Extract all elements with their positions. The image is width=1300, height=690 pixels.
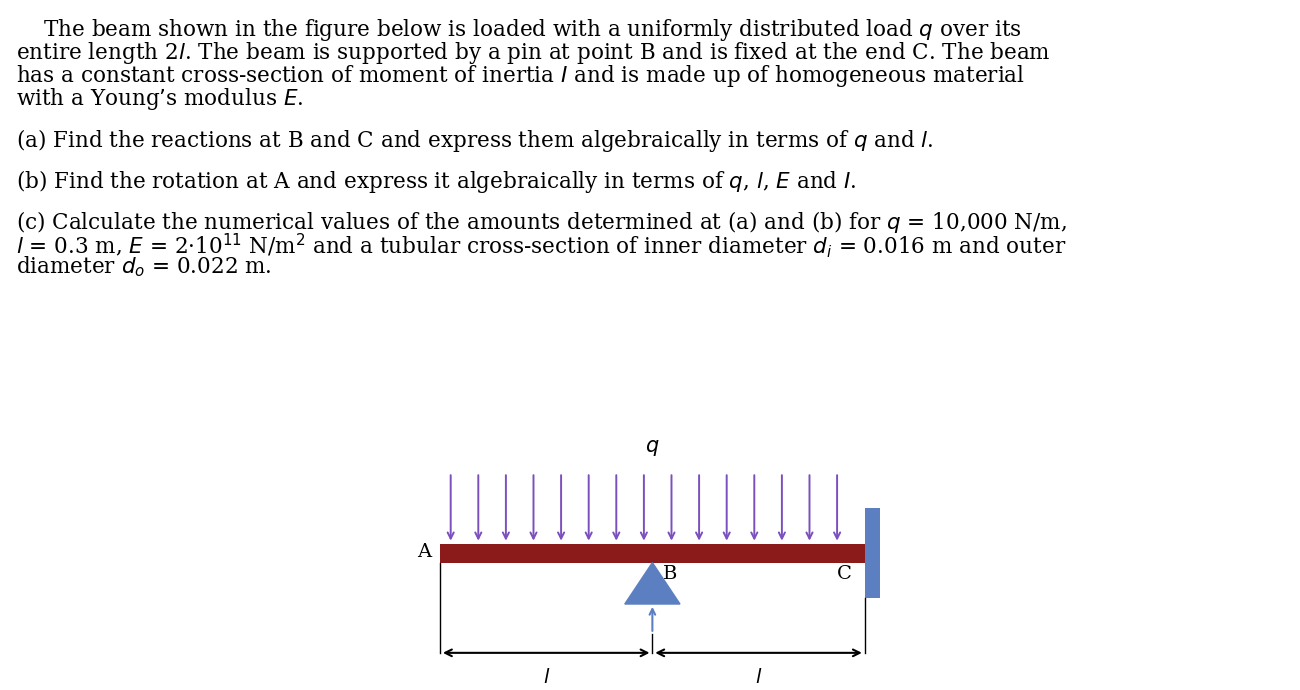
Text: (c) Calculate the numerical values of the amounts determined at (a) and (b) for : (c) Calculate the numerical values of th… [16,208,1066,235]
Text: with a Young’s modulus $E$.: with a Young’s modulus $E$. [16,86,303,112]
Text: $l$: $l$ [542,668,550,687]
Text: B: B [663,564,677,583]
Text: C: C [837,564,852,583]
Text: The beam shown in the figure below is loaded with a uniformly distributed load $: The beam shown in the figure below is lo… [16,17,1022,43]
Text: A: A [417,543,432,561]
Text: (a) Find the reactions at B and C and express them algebraically in terms of $q$: (a) Find the reactions at B and C and ex… [16,126,933,154]
Text: has a constant cross-section of moment of inertia $I$ and is made up of homogene: has a constant cross-section of moment o… [16,63,1024,89]
Text: (b) Find the rotation at A and express it algebraically in terms of $q$, $l$, $E: (b) Find the rotation at A and express i… [16,168,857,195]
Bar [864,509,880,598]
Text: entire length 2$l$. The beam is supported by a pin at point B and is fixed at th: entire length 2$l$. The beam is supporte… [16,40,1050,66]
Text: diameter $d_o$ = 0.022 m.: diameter $d_o$ = 0.022 m. [16,254,272,279]
Polygon shape [625,562,680,604]
Bar [441,544,864,562]
Text: $q$: $q$ [645,437,659,457]
Text: $l$ = 0.3 m, $E$ = 2·10$^{11}$ N/m$^2$ and a tubular cross-section of inner diam: $l$ = 0.3 m, $E$ = 2·10$^{11}$ N/m$^2$ a… [16,231,1066,260]
Text: $l$: $l$ [755,668,762,687]
